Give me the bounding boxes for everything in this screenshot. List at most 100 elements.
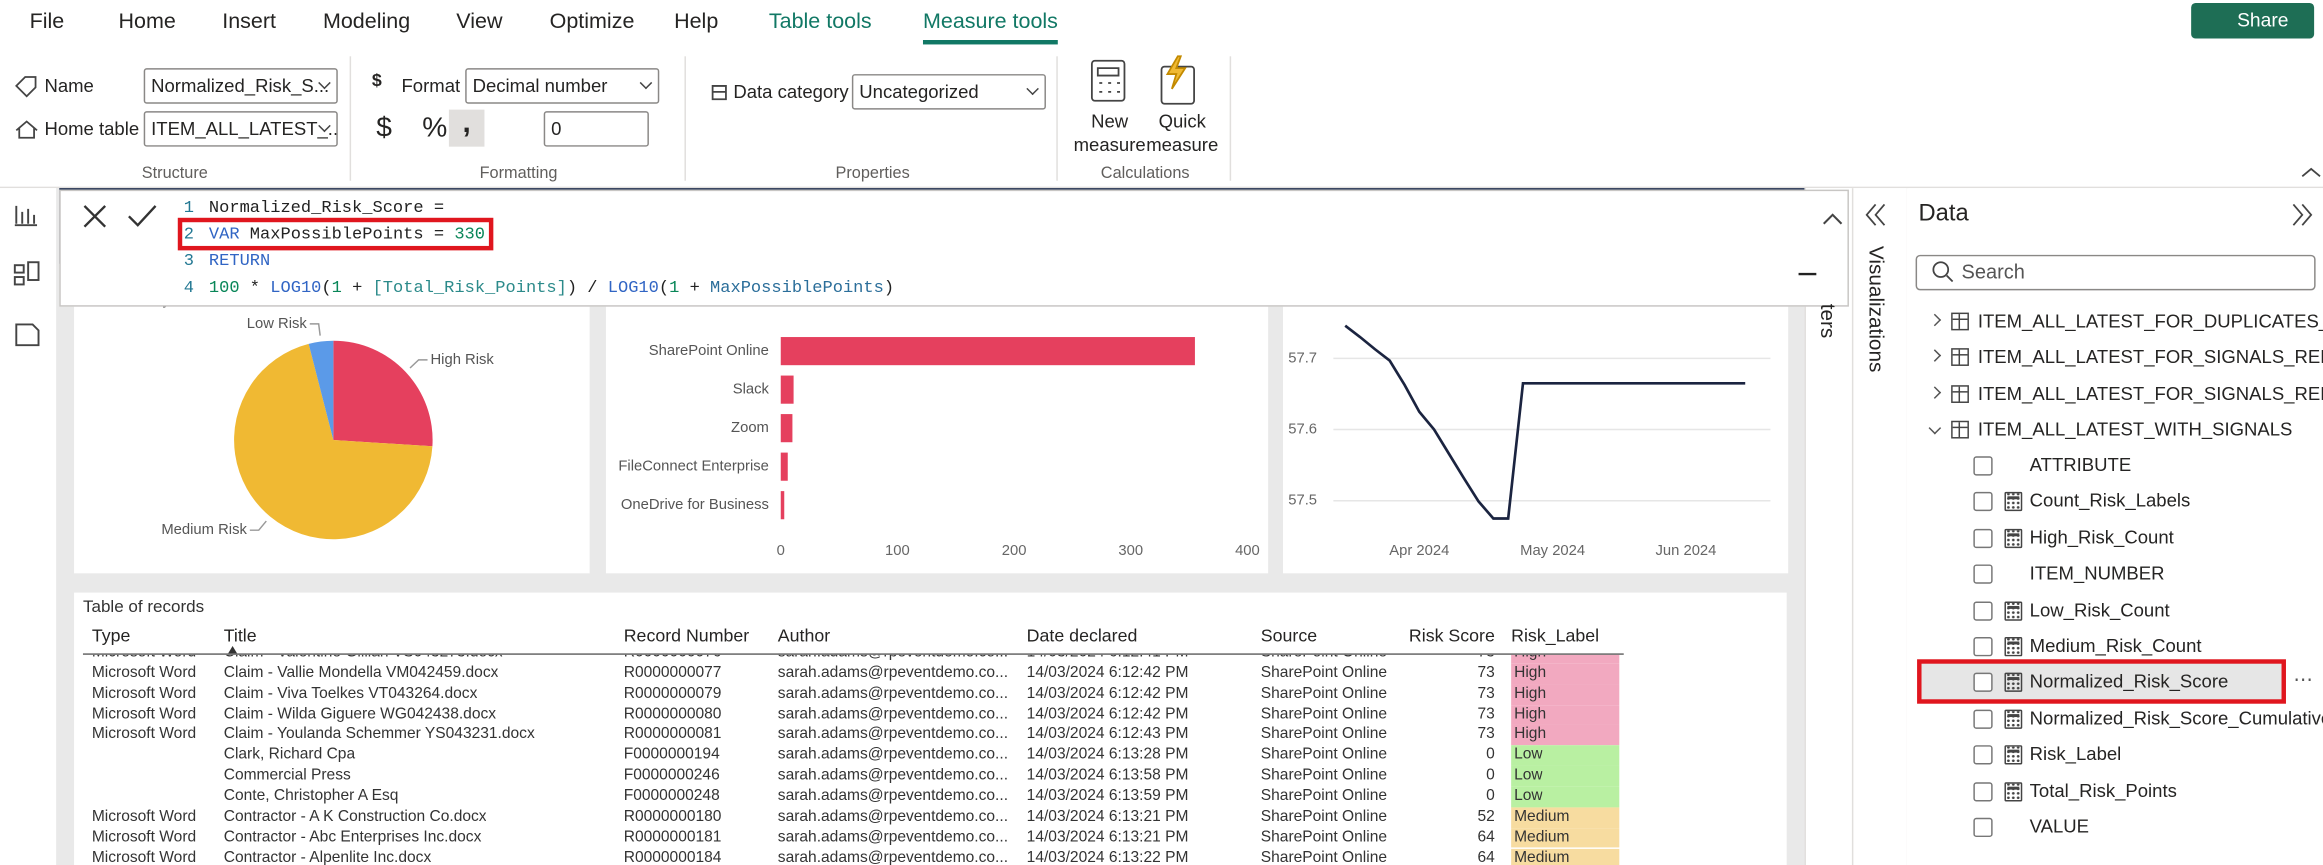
share-button[interactable]: Share <box>2191 2 2315 39</box>
data-category-dropdown[interactable]: Uncategorized <box>851 74 1046 110</box>
table-name[interactable]: ITEM_ALL_LATEST_FOR_DUPLICATES_REP... <box>1977 311 2323 332</box>
y-tick-label: 57.5 <box>1288 493 1317 509</box>
field-checkbox[interactable] <box>1973 673 1993 693</box>
sort-indicator <box>228 645 238 654</box>
filters-label[interactable]: ters <box>1816 303 1841 339</box>
ribbon-tab[interactable]: Optimize <box>549 10 635 35</box>
field-checkbox[interactable] <box>1973 600 1993 621</box>
table-cell: Low <box>1514 786 1543 805</box>
commit[interactable] <box>128 205 157 227</box>
table-cell: SharePoint Online <box>1260 683 1388 702</box>
bar <box>780 337 1195 366</box>
table-cell: SharePoint Online <box>1260 766 1388 784</box>
x-tick-label: 400 <box>1235 543 1260 559</box>
field-checkbox[interactable] <box>1973 492 1993 512</box>
table-cell: SharePoint Online <box>1260 663 1388 682</box>
ribbon-tab[interactable]: Home <box>118 10 176 35</box>
y-tick-label: Zoom <box>731 420 769 436</box>
field-name[interactable]: ATTRIBUTE <box>2029 454 2132 476</box>
code-token: 100 <box>208 278 240 298</box>
collapse-formula[interactable] <box>1821 210 1845 228</box>
table-cell: Claim - Youlanda Schemmer YS043231.docx <box>223 725 535 743</box>
currency-button[interactable]: $ <box>376 112 392 144</box>
field-name[interactable]: Total_Risk_Points <box>2029 780 2177 801</box>
comma-button[interactable]: , <box>448 108 485 147</box>
column-header[interactable]: Risk Score <box>1408 625 1495 646</box>
x-tick-label: 200 <box>1002 543 1027 559</box>
format-dropdown[interactable]: Decimal number <box>465 68 660 104</box>
field-name[interactable]: Medium_Risk_Count <box>2029 635 2202 657</box>
field-checkbox[interactable] <box>1973 528 1993 548</box>
table-cell: Microsoft Word <box>91 807 197 825</box>
ribbon-tab[interactable]: File <box>29 10 65 35</box>
field-checkbox[interactable] <box>1973 781 1993 801</box>
field-checkbox[interactable] <box>1973 564 1993 584</box>
group-label: Structure <box>141 164 208 183</box>
decimals-input[interactable]: 0 <box>543 111 649 147</box>
ribbon-tab[interactable]: View <box>456 10 503 35</box>
field-checkbox[interactable] <box>1973 817 1993 838</box>
line-series <box>1344 324 1746 520</box>
risk-label-cell <box>1511 725 1620 746</box>
table-cell: sarah.adams@rpeventdemo.co... <box>777 766 1009 784</box>
cancel[interactable] <box>83 205 107 228</box>
expand-visualizations[interactable] <box>1865 203 1886 226</box>
column-header[interactable]: Author <box>777 625 831 646</box>
field-checkbox[interactable] <box>1973 745 1993 765</box>
pie-label: High Risk <box>431 352 495 368</box>
field-checkbox[interactable] <box>1973 709 1993 729</box>
table-name[interactable]: ITEM_ALL_LATEST_FOR_SIGNALS_REPOR... <box>1977 383 2323 404</box>
pie-label: Medium Risk <box>161 522 247 538</box>
table-name[interactable]: ITEM_ALL_LATEST_WITH_SIGNALS <box>1977 419 2293 440</box>
table-cell: R0000000184 <box>623 848 722 865</box>
table-icon <box>1951 312 1969 331</box>
ribbon-tab[interactable]: Insert <box>222 10 276 35</box>
code-token: + <box>341 278 373 298</box>
field-name[interactable]: Low_Risk_Count <box>2029 599 2170 621</box>
visualizations-label[interactable]: Visualizations <box>1865 245 1889 373</box>
name-input[interactable]: Normalized_Risk_S... <box>143 68 338 104</box>
collapse-ribbon[interactable] <box>2301 167 2321 177</box>
code-token: LOG10 <box>270 278 322 298</box>
ribbon-tab[interactable]: Modeling <box>322 10 411 35</box>
column-header[interactable]: Record Number <box>623 625 750 646</box>
field-name[interactable]: Count_Risk_Labels <box>2029 490 2191 512</box>
field-checkbox[interactable] <box>1973 456 1993 476</box>
table-name[interactable]: ITEM_ALL_LATEST_FOR_SIGNALS_REPORT <box>1977 347 2323 368</box>
report-icon[interactable] <box>14 205 38 227</box>
table-cell: 14/03/2024 6:13:21 PM <box>1026 827 1189 846</box>
column-header[interactable]: Source <box>1260 625 1318 646</box>
code-token: [Total_Risk_Points] <box>372 278 567 298</box>
table-icon[interactable] <box>13 264 25 274</box>
format-label: Format <box>401 75 461 97</box>
table-cell: 0 <box>1486 745 1495 764</box>
ribbon-tab[interactable]: Help <box>674 10 719 35</box>
field-checkbox[interactable] <box>1973 637 1993 657</box>
field-name[interactable]: VALUE <box>2029 816 2090 838</box>
column-header[interactable]: Risk_Label <box>1511 625 1600 646</box>
table-cell: 64 <box>1477 848 1495 865</box>
table-cell: Conte, Christopher A Esq <box>223 786 399 805</box>
column-header[interactable]: Date declared <box>1026 625 1138 646</box>
column-header[interactable]: Title <box>223 625 257 646</box>
column-header[interactable]: Type <box>91 625 131 646</box>
field-name[interactable]: Risk_Label <box>2029 743 2122 765</box>
ribbon-tab[interactable]: Table tools <box>768 10 872 35</box>
new-measure-icon[interactable] <box>1090 59 1126 102</box>
home-table-dropdown[interactable]: ITEM_ALL_LATEST_... <box>143 111 338 147</box>
ribbon-tab[interactable]: Measure tools <box>922 7 1058 45</box>
field-name[interactable]: ITEM_NUMBER <box>2029 563 2165 584</box>
collapse-data[interactable] <box>2292 203 2313 226</box>
field-name[interactable]: Normalized_Risk_Score_Cumulative <box>2029 707 2323 729</box>
quick-measure-button[interactable]: Quick measure <box>1146 111 1219 156</box>
field-name[interactable]: Normalized_Risk_Score <box>2029 671 2229 693</box>
percent-button[interactable]: % <box>422 112 448 144</box>
field-name[interactable]: High_Risk_Count <box>2029 527 2174 548</box>
group-label: Properties <box>835 164 910 183</box>
dax-icon[interactable] <box>15 323 40 347</box>
code-token: LOG10 <box>607 278 659 298</box>
search-box[interactable]: Search <box>1915 254 2316 291</box>
table-cell: Claim - Vallie Mondella VM042459.docx <box>223 663 499 682</box>
new-measure-button[interactable]: New measure <box>1073 111 1146 156</box>
